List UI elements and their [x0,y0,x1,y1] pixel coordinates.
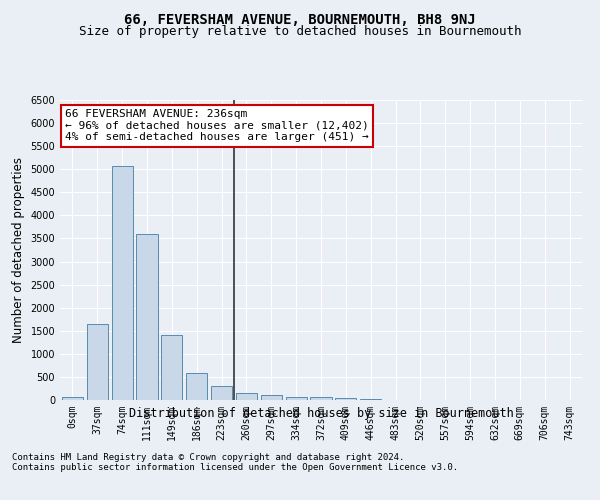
Text: Size of property relative to detached houses in Bournemouth: Size of property relative to detached ho… [79,25,521,38]
Bar [286,396,307,400]
Bar [62,397,83,400]
Text: Distribution of detached houses by size in Bournemouth: Distribution of detached houses by size … [128,408,514,420]
Bar [161,335,182,400]
Text: 66 FEVERSHAM AVENUE: 236sqm
← 96% of detached houses are smaller (12,402)
4% of : 66 FEVERSHAM AVENUE: 236sqm ← 96% of det… [65,109,369,142]
Bar [310,398,332,400]
Y-axis label: Number of detached properties: Number of detached properties [12,157,25,343]
Bar [136,234,158,400]
Bar [236,394,257,400]
Bar [211,386,232,400]
Text: Contains public sector information licensed under the Open Government Licence v3: Contains public sector information licen… [12,464,458,472]
Bar [335,398,356,400]
Bar [261,395,282,400]
Bar [360,399,381,400]
Bar [186,373,207,400]
Text: 66, FEVERSHAM AVENUE, BOURNEMOUTH, BH8 9NJ: 66, FEVERSHAM AVENUE, BOURNEMOUTH, BH8 9… [124,12,476,26]
Text: Contains HM Land Registry data © Crown copyright and database right 2024.: Contains HM Land Registry data © Crown c… [12,454,404,462]
Bar [112,166,133,400]
Bar [87,324,108,400]
